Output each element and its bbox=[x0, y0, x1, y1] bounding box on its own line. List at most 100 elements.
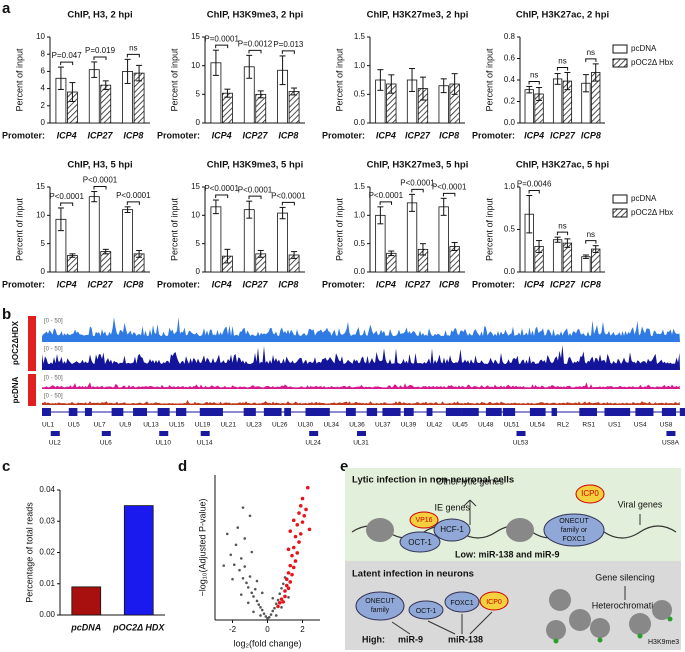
error-bar bbox=[257, 249, 264, 258]
gene bbox=[661, 408, 677, 416]
y-tick-label: 1.0 bbox=[354, 210, 366, 219]
error-bar bbox=[291, 87, 298, 96]
y-tick-label: 6 bbox=[41, 67, 46, 76]
y-tick-label: 0.02 bbox=[39, 548, 55, 557]
error-bar bbox=[419, 243, 426, 256]
x-tick-label: ICP4 bbox=[524, 130, 544, 140]
annotation: P<0.0001 bbox=[116, 191, 151, 200]
bar bbox=[386, 252, 397, 273]
error-bar bbox=[69, 82, 76, 102]
y-tick-label: 1.0 bbox=[504, 182, 516, 191]
label: FOXC1 bbox=[450, 600, 473, 607]
error-bar bbox=[291, 251, 298, 259]
inhibition bbox=[391, 611, 493, 635]
gene-label: RS1 bbox=[582, 422, 595, 429]
gene bbox=[133, 408, 148, 416]
label: OCT-1 bbox=[408, 538, 432, 547]
point bbox=[288, 529, 293, 533]
point bbox=[273, 606, 276, 610]
label: OCT-1 bbox=[416, 608, 437, 615]
point bbox=[234, 543, 238, 547]
gene bbox=[618, 408, 631, 416]
y-axis-label: Percent of input bbox=[484, 48, 494, 112]
legend-label: pcDNA bbox=[631, 44, 657, 53]
protein bbox=[355, 591, 405, 621]
x-tick-label: ICP8 bbox=[581, 279, 601, 289]
bracket bbox=[556, 231, 569, 236]
gene-label: RL2 bbox=[557, 422, 569, 429]
track-range: [0 - 50] bbox=[44, 347, 63, 353]
x-tick-label: 0 bbox=[265, 625, 270, 634]
point bbox=[291, 565, 296, 570]
protein bbox=[479, 591, 509, 611]
y-tick-label: 10 bbox=[36, 32, 45, 41]
bar bbox=[524, 89, 534, 124]
error-bar bbox=[409, 193, 416, 212]
point bbox=[241, 577, 245, 580]
error-bar bbox=[69, 253, 76, 258]
gene bbox=[68, 408, 78, 416]
gene bbox=[445, 408, 462, 416]
x-tick-label: ICP4 bbox=[376, 130, 396, 140]
annotation: ns bbox=[558, 221, 566, 230]
x-tick-label: ICP8 bbox=[278, 130, 298, 140]
gene-label: UL45 bbox=[452, 422, 468, 429]
chart-title: ChIP, H3K27me3, 5 hpi bbox=[367, 160, 469, 171]
chart-title: ChIP, H3K9me3, 5 hpi bbox=[207, 160, 303, 171]
error-bar bbox=[554, 236, 561, 243]
gene bbox=[382, 408, 401, 416]
point bbox=[281, 582, 285, 586]
gene bbox=[485, 408, 502, 416]
bar bbox=[123, 505, 154, 616]
track-range: [0 - 50] bbox=[44, 376, 63, 382]
annotation: P=0.0001 bbox=[204, 34, 239, 43]
error-bar bbox=[440, 78, 447, 94]
point bbox=[286, 547, 291, 552]
gene bbox=[101, 431, 111, 436]
label: miR-9 bbox=[398, 634, 423, 644]
bracket bbox=[528, 80, 540, 85]
bar bbox=[67, 255, 78, 273]
bracket bbox=[93, 186, 107, 190]
point bbox=[241, 506, 245, 509]
point bbox=[276, 598, 280, 602]
y-tick-label: 0.5 bbox=[354, 239, 366, 248]
y-tick-label: 0.03 bbox=[39, 516, 55, 525]
y-tick-label: 0.0 bbox=[354, 118, 366, 127]
gene bbox=[345, 408, 356, 416]
y-tick-label: 0.4 bbox=[504, 75, 516, 84]
point bbox=[239, 557, 243, 560]
point bbox=[298, 532, 303, 536]
gene-label: UL30 bbox=[298, 422, 314, 429]
error-bar bbox=[440, 197, 447, 216]
bracket bbox=[585, 58, 597, 62]
bar bbox=[552, 239, 563, 273]
error-bar bbox=[224, 248, 231, 264]
y-tick-label: 0.5 bbox=[354, 89, 366, 98]
gene bbox=[502, 408, 516, 416]
error-bar bbox=[102, 248, 109, 255]
bracket bbox=[215, 44, 229, 49]
y-tick-label: 0.0 bbox=[504, 267, 516, 276]
gene-label: UL39 bbox=[401, 422, 417, 429]
label: ICP0 bbox=[581, 489, 599, 498]
gene-label: US4 bbox=[634, 422, 647, 429]
annotation: ns bbox=[530, 71, 538, 80]
label: family or bbox=[561, 527, 588, 534]
point bbox=[281, 600, 286, 604]
point bbox=[290, 572, 294, 577]
gene-label: US1 bbox=[608, 422, 621, 429]
gene bbox=[461, 408, 479, 416]
y-tick-label: 15 bbox=[36, 182, 45, 191]
y-tick-label: 10 bbox=[191, 210, 200, 219]
point bbox=[246, 601, 250, 605]
x-tick-label: ICP4 bbox=[212, 130, 232, 140]
label: HCF-1 bbox=[440, 525, 464, 534]
point bbox=[259, 614, 262, 617]
y-axis-label: Percent of input bbox=[484, 197, 494, 261]
label: ONECUT bbox=[365, 598, 395, 605]
gene-label: UL6 bbox=[100, 440, 112, 447]
y-tick-label: 5 bbox=[41, 239, 46, 248]
gene bbox=[320, 408, 330, 416]
y-axis-label: Percent of input bbox=[14, 197, 24, 261]
